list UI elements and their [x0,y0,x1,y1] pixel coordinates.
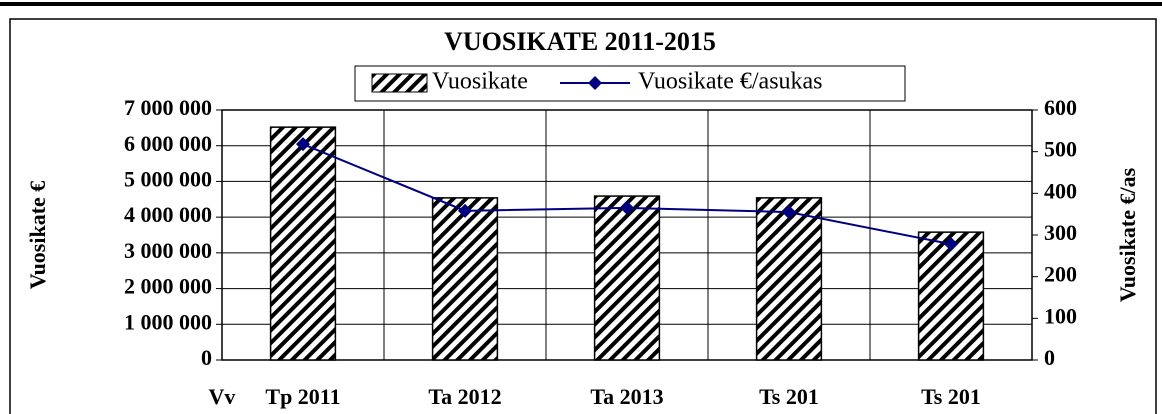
chart-title: VUOSIKATE 2011-2015 [444,27,716,56]
y2-axis-label: Vuosikate €/as [1115,167,1140,302]
y2-tick-label: 100 [1044,303,1077,328]
chart-frame [9,18,1157,414]
y2-tick-label: 300 [1044,220,1077,245]
y-axis-label: Vuosikate € [25,181,50,290]
y-tick-label: 0 [201,345,212,370]
bar [269,126,337,361]
y-tick-label: 6 000 000 [124,131,212,156]
x-tick-label: Ta 2013 [590,384,663,409]
x-tick-label: Ta 2012 [428,384,501,409]
line-marker [944,237,958,252]
line-marker [782,205,796,220]
x-tick-label: Ts 201 [759,384,819,409]
bar [755,197,823,361]
bar [917,231,985,361]
y-tick-label: 2 000 000 [124,274,212,299]
legend-marker [588,76,602,90]
line-marker [296,137,310,152]
legend-label: Vuosikate €/asukas [638,69,823,95]
x-tick-label: Tp 2011 [265,384,340,409]
bar [593,195,661,361]
y2-tick-label: 600 [1044,95,1077,120]
legend-label: Vuosikate [432,69,528,95]
line-marker [620,200,634,215]
y-tick-label: 3 000 000 [124,238,212,263]
y2-tick-label: 500 [1044,137,1077,162]
bar [431,197,499,361]
x-tick-label: Ts 201 [921,384,981,409]
y-tick-label: 4 000 000 [124,202,212,227]
legend-swatch [371,73,428,93]
x-axis-label: Vv [209,384,236,409]
y2-tick-label: 0 [1044,345,1055,370]
y-tick-label: 5 000 000 [124,166,212,191]
y2-tick-label: 400 [1044,178,1077,203]
y-tick-label: 7 000 000 [124,95,212,120]
y2-tick-label: 200 [1044,262,1077,287]
y-tick-label: 1 000 000 [124,309,212,334]
line-marker [458,203,472,218]
